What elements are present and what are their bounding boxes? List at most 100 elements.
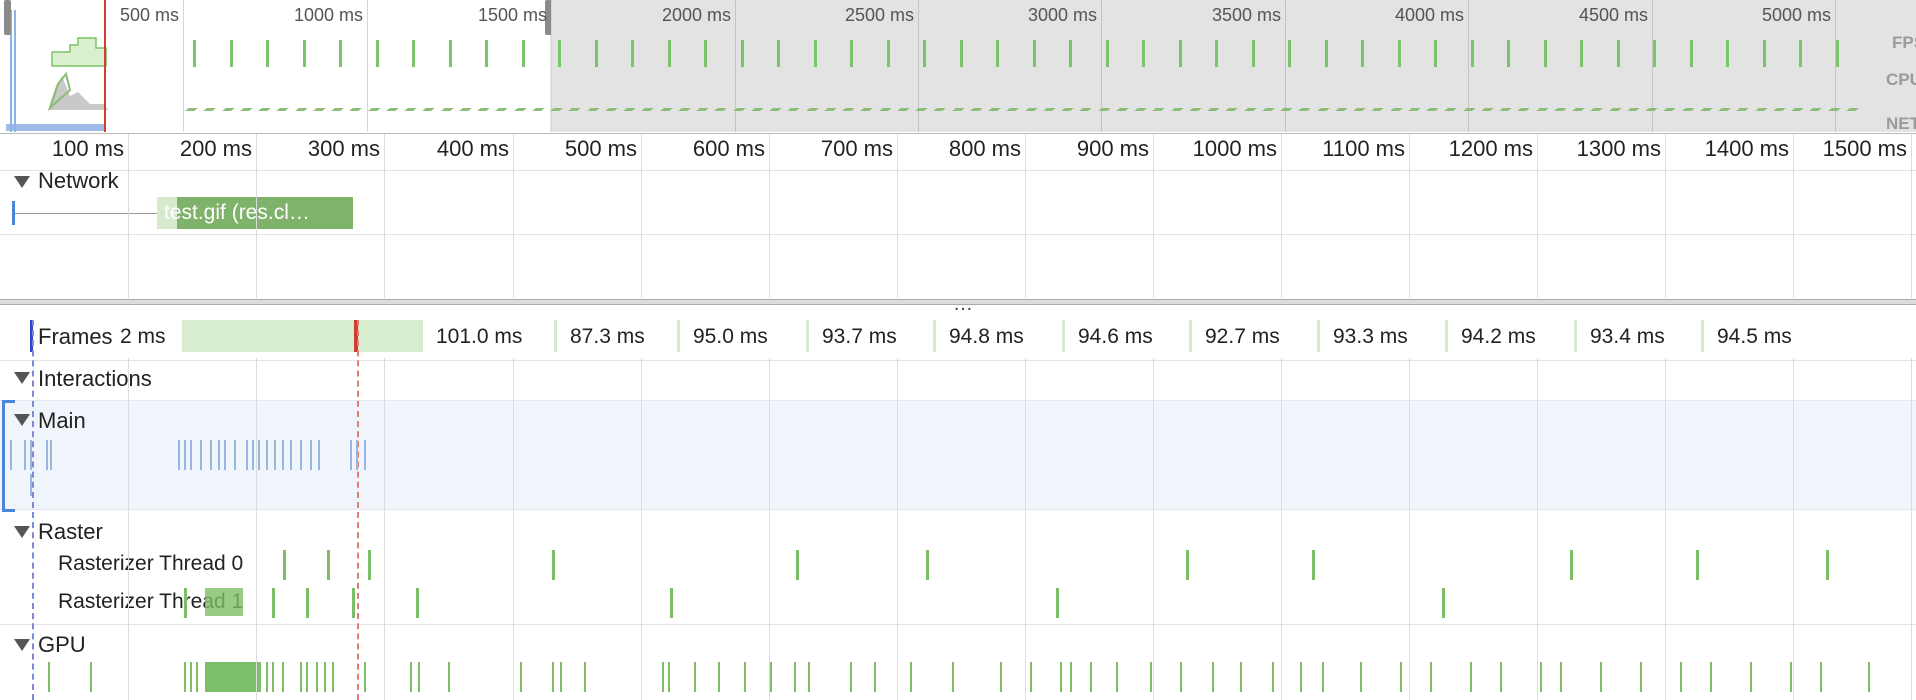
raster-thread-1-long-task[interactable]: [205, 588, 243, 616]
frame-block[interactable]: [554, 320, 681, 352]
main-thread-task[interactable]: [350, 440, 352, 470]
raster-thread-0-task[interactable]: [1312, 550, 1315, 580]
gpu-task[interactable]: [770, 662, 772, 692]
main-expand-arrow-icon[interactable]: [14, 414, 30, 426]
gpu-task[interactable]: [300, 662, 302, 692]
main-thread-task[interactable]: [300, 440, 302, 470]
gpu-task[interactable]: [1240, 662, 1242, 692]
raster-thread-0-task[interactable]: [283, 550, 286, 580]
main-thread-track[interactable]: [0, 400, 1916, 510]
gpu-task[interactable]: [718, 662, 720, 692]
main-thread-task[interactable]: [356, 440, 358, 470]
frame-block[interactable]: [1062, 320, 1189, 352]
gpu-task[interactable]: [272, 662, 274, 692]
overview-selection-right-handle[interactable]: [545, 0, 552, 35]
gpu-task[interactable]: [324, 662, 326, 692]
gpu-task[interactable]: [584, 662, 586, 692]
main-track-label[interactable]: Main: [38, 408, 86, 433]
gpu-task[interactable]: [1868, 662, 1870, 692]
main-thread-task[interactable]: [252, 440, 254, 470]
gpu-task[interactable]: [794, 662, 796, 692]
main-thread-task[interactable]: [246, 440, 248, 470]
main-thread-task[interactable]: [46, 440, 48, 470]
network-expand-arrow-icon[interactable]: [14, 176, 30, 188]
gpu-task[interactable]: [1750, 662, 1752, 692]
gpu-task[interactable]: [1430, 662, 1432, 692]
gpu-task[interactable]: [1212, 662, 1214, 692]
gpu-task[interactable]: [952, 662, 954, 692]
raster-track-label[interactable]: Raster: [38, 519, 103, 544]
main-thread-task[interactable]: [310, 440, 312, 470]
raster-thread-1-task[interactable]: [184, 588, 187, 618]
gpu-task[interactable]: [808, 662, 810, 692]
main-thread-task[interactable]: [274, 440, 276, 470]
frame-block[interactable]: [1574, 320, 1701, 352]
gpu-task[interactable]: [1116, 662, 1118, 692]
gpu-task[interactable]: [1470, 662, 1472, 692]
interactions-expand-arrow-icon[interactable]: [14, 372, 30, 384]
gpu-task[interactable]: [1540, 662, 1542, 692]
frame-block[interactable]: [806, 320, 933, 352]
gpu-task[interactable]: [1060, 662, 1062, 692]
main-thread-task[interactable]: [282, 440, 284, 470]
gpu-task[interactable]: [190, 662, 192, 692]
gpu-task[interactable]: [1560, 662, 1562, 692]
gpu-task[interactable]: [662, 662, 664, 692]
raster-thread-1-task[interactable]: [306, 588, 309, 618]
gpu-task[interactable]: [1322, 662, 1324, 692]
frame-block[interactable]: [1317, 320, 1444, 352]
splitter-grip[interactable]: …: [953, 293, 973, 315]
main-thread-task[interactable]: [290, 440, 292, 470]
gpu-task[interactable]: [1272, 662, 1274, 692]
raster-thread-0-task[interactable]: [1696, 550, 1699, 580]
main-thread-task[interactable]: [258, 440, 260, 470]
gpu-task[interactable]: [910, 662, 912, 692]
gpu-task[interactable]: [1070, 662, 1072, 692]
main-thread-task[interactable]: [178, 440, 180, 470]
network-track-label[interactable]: Network: [38, 168, 119, 193]
gpu-task[interactable]: [1300, 662, 1302, 692]
gpu-task[interactable]: [668, 662, 670, 692]
frame-block[interactable]: [677, 320, 804, 352]
gpu-task[interactable]: [1500, 662, 1502, 692]
raster-thread-0-task[interactable]: [552, 550, 555, 580]
raster-thread-0-task[interactable]: [1826, 550, 1829, 580]
gpu-task[interactable]: [332, 662, 334, 692]
main-thread-task[interactable]: [30, 474, 32, 496]
gpu-task[interactable]: [850, 662, 852, 692]
main-thread-task[interactable]: [266, 440, 268, 470]
raster-thread-0-task[interactable]: [327, 550, 330, 580]
gpu-task[interactable]: [410, 662, 412, 692]
main-thread-task[interactable]: [190, 440, 192, 470]
gpu-task[interactable]: [1400, 662, 1402, 692]
frame-block[interactable]: [1445, 320, 1572, 352]
raster-thread-0-task[interactable]: [1186, 550, 1189, 580]
main-thread-task[interactable]: [24, 440, 26, 470]
gpu-task[interactable]: [184, 662, 186, 692]
gpu-task[interactable]: [1180, 662, 1182, 692]
main-thread-task[interactable]: [210, 440, 212, 470]
raster-thread-0-task[interactable]: [926, 550, 929, 580]
gpu-task[interactable]: [560, 662, 562, 692]
main-thread-task[interactable]: [184, 440, 186, 470]
main-thread-task[interactable]: [364, 440, 366, 470]
raster-thread-1-task[interactable]: [352, 588, 355, 618]
gpu-task[interactable]: [1090, 662, 1092, 692]
main-thread-task[interactable]: [234, 440, 236, 470]
gpu-task[interactable]: [1360, 662, 1362, 692]
gpu-task[interactable]: [418, 662, 420, 692]
overview-selection-left-handle[interactable]: [4, 0, 11, 35]
gpu-task[interactable]: [196, 662, 198, 692]
rasterizer-thread-1-label[interactable]: Rasterizer Thread 1: [58, 590, 244, 613]
gpu-task[interactable]: [1710, 662, 1712, 692]
gpu-task[interactable]: [266, 662, 268, 692]
gpu-task[interactable]: [48, 662, 50, 692]
gpu-task[interactable]: [448, 662, 450, 692]
gpu-expand-arrow-icon[interactable]: [14, 639, 30, 651]
raster-thread-1-task[interactable]: [1442, 588, 1445, 618]
gpu-task[interactable]: [1600, 662, 1602, 692]
raster-thread-1-task[interactable]: [1056, 588, 1059, 618]
main-thread-task[interactable]: [50, 440, 52, 470]
main-thread-task[interactable]: [218, 440, 220, 470]
raster-thread-0-task[interactable]: [796, 550, 799, 580]
